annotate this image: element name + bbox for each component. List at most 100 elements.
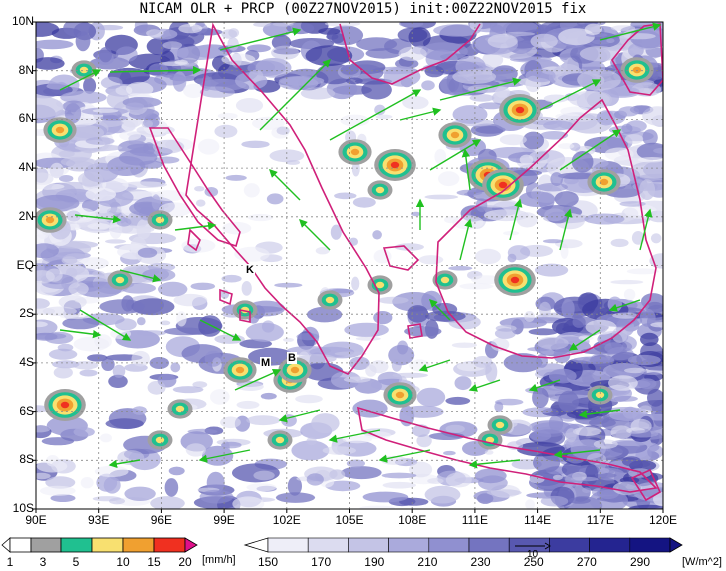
wind-arrow	[399, 107, 442, 121]
olr-cell	[60, 91, 107, 104]
olr-cell	[420, 42, 468, 61]
olr-cell	[62, 317, 100, 330]
olr-cell	[326, 33, 339, 40]
precip-cell	[275, 436, 285, 444]
olr-cell	[593, 439, 618, 449]
coastline-mentawai	[219, 288, 233, 306]
precip-cell	[155, 436, 165, 444]
place-label-k: K	[245, 264, 255, 276]
wind-arrow	[461, 148, 471, 191]
olr-cell	[168, 466, 185, 476]
olr-cell	[154, 73, 187, 86]
olr-cell	[94, 334, 112, 349]
lat-label: 10N	[11, 14, 34, 28]
olr-cell	[469, 94, 495, 102]
olr-cell	[604, 147, 634, 161]
olr-cell	[454, 376, 472, 391]
olr-cell	[533, 452, 561, 473]
olr-cell	[204, 350, 223, 367]
olr-cb-high-triangle	[669, 537, 683, 553]
axis-ticks	[32, 21, 664, 513]
olr-cell	[630, 418, 652, 434]
wind-arrow	[468, 459, 521, 469]
olr-cell	[83, 77, 97, 94]
olr-cb-tick-label: 210	[417, 555, 438, 569]
olr-cell	[584, 213, 625, 225]
coastline-indochina	[339, 23, 481, 85]
olr-cell	[610, 238, 629, 248]
wind-arrow	[418, 359, 451, 372]
olr-cell	[85, 187, 117, 202]
olr-cell	[568, 497, 591, 504]
precip-cell	[325, 296, 335, 304]
olr-cell	[556, 339, 565, 347]
olr-cell	[61, 256, 78, 265]
olr-cell	[36, 425, 51, 433]
olr-cell	[306, 306, 343, 323]
olr-cell	[152, 139, 185, 154]
olr-cell	[36, 270, 55, 284]
olr-cell	[149, 357, 169, 369]
precip-cell	[632, 66, 642, 74]
precip-cell	[290, 366, 300, 374]
olr-cb-tick-label: 190	[364, 555, 385, 569]
olr-cell	[330, 224, 342, 240]
olr-cell	[445, 472, 472, 488]
olr-cell	[36, 472, 51, 480]
precip-cell	[45, 216, 55, 224]
olr-cell	[318, 27, 341, 35]
olr-cell	[198, 138, 220, 155]
wind-arrow	[174, 221, 217, 231]
olr-cell	[346, 459, 365, 468]
olr-cell	[58, 295, 87, 309]
olr-cell	[199, 489, 234, 504]
precip-cb-tick-label: 5	[72, 555, 80, 569]
olr-cell	[612, 481, 642, 496]
wind-arrow	[329, 89, 422, 141]
olr-cell	[373, 311, 393, 325]
olr-cell	[286, 160, 301, 165]
precip-cb-segment	[30, 537, 62, 553]
olr-cell	[187, 428, 218, 435]
olr-cell	[48, 348, 78, 360]
precip-cb-segment	[91, 537, 124, 553]
olr-cell	[639, 179, 656, 201]
olr-cell	[486, 489, 522, 497]
precip-cell	[485, 436, 495, 444]
olr-cell	[416, 434, 432, 448]
olr-cell	[92, 108, 119, 113]
coastline-bali	[630, 468, 662, 502]
coastline-malay-peninsula	[148, 127, 241, 248]
olr-cell	[554, 191, 579, 207]
olr-cell	[146, 29, 164, 38]
wind-arrow	[429, 299, 451, 321]
precip-cell	[390, 161, 400, 169]
olr-cell	[274, 282, 303, 288]
lat-label: 6N	[18, 111, 34, 126]
wind-arrow	[119, 269, 162, 283]
olr-cell	[112, 364, 126, 378]
olr-cell	[530, 33, 558, 49]
olr-cell	[248, 69, 264, 82]
olr-cb-segment	[549, 537, 590, 553]
olr-cell	[531, 120, 558, 125]
coastline-java	[356, 406, 658, 493]
olr-cell	[433, 24, 481, 37]
olr-cell	[626, 268, 659, 275]
olr-cell	[362, 491, 409, 503]
olr-cell	[381, 472, 417, 479]
olr-cb-segment	[307, 537, 349, 553]
olr-cell	[542, 239, 564, 244]
olr-cell	[36, 243, 59, 259]
olr-cell	[59, 314, 92, 319]
olr-cell	[421, 80, 435, 91]
wind-arrow	[509, 198, 523, 241]
olr-cell	[246, 415, 281, 426]
olr-cell	[255, 57, 292, 78]
wind-arrow	[108, 459, 141, 468]
olr-cell	[170, 362, 181, 373]
wind-arrow	[328, 429, 381, 443]
precipitation-colorbar	[1, 537, 198, 553]
wind-arrow	[74, 214, 122, 224]
olr-cell	[36, 96, 64, 118]
